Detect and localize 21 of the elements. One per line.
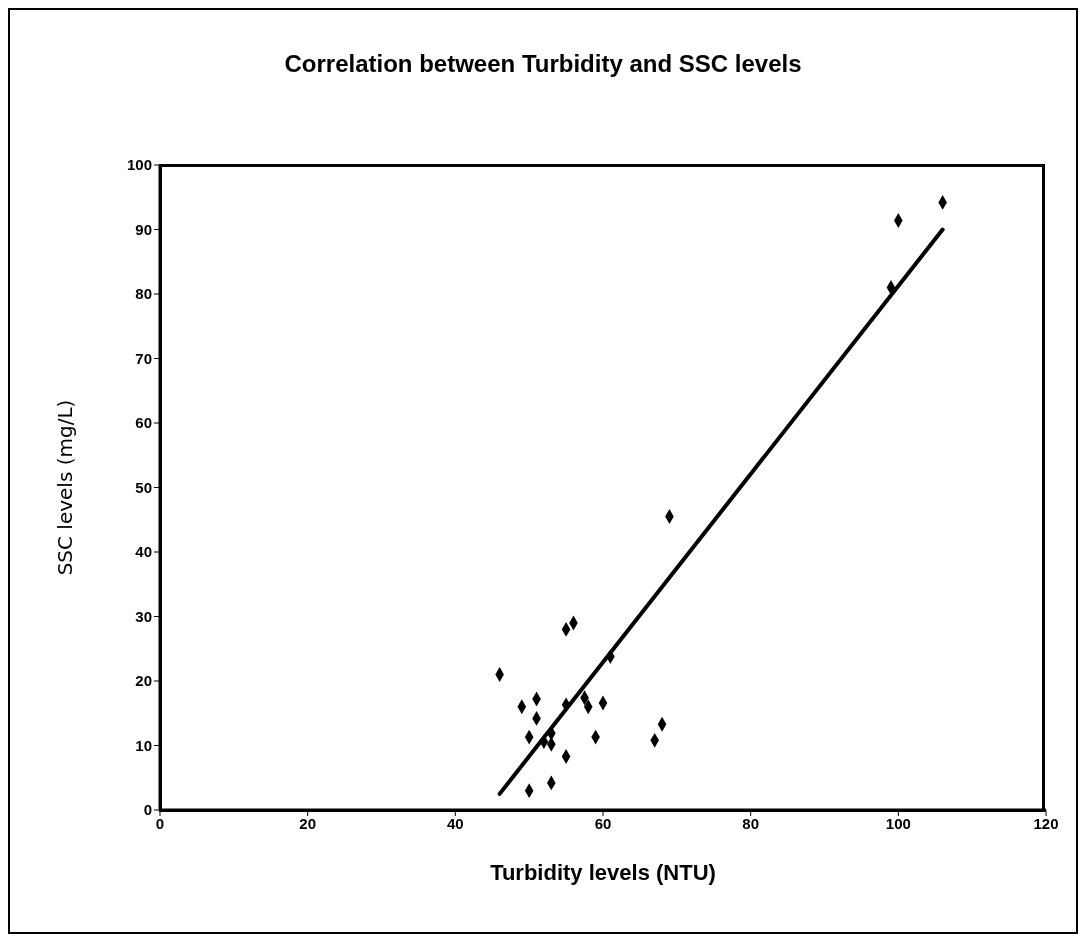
chart-title: Correlation between Turbidity and SSC levels [283,50,803,78]
y-tick-label: 80 [135,285,152,303]
x-tick-label: 40 [446,814,464,832]
y-tick-label: 60 [135,414,152,432]
x-tick-label: 60 [594,814,612,832]
y-tick-label: 50 [135,478,152,496]
y-tick-label: 30 [135,607,152,625]
x-tick-label: 100 [885,814,911,832]
y-tick-label: 0 [143,801,152,819]
y-tick-label: 20 [135,672,152,690]
y-tick-label: 40 [135,543,152,561]
y-tick-label: 100 [126,156,152,174]
y-axis-title: SSC levels (mg/L) [53,399,78,576]
x-tick-label: 80 [742,814,760,832]
y-tick-label: 90 [135,220,152,238]
x-tick-label: 20 [299,814,317,832]
x-axis-title: Turbidity levels (NTU) [490,860,716,885]
x-tick-label: 120 [1033,814,1059,832]
y-tick-label: 70 [135,349,152,367]
x-tick-label: 0 [155,814,165,832]
y-tick-label: 10 [135,736,152,754]
